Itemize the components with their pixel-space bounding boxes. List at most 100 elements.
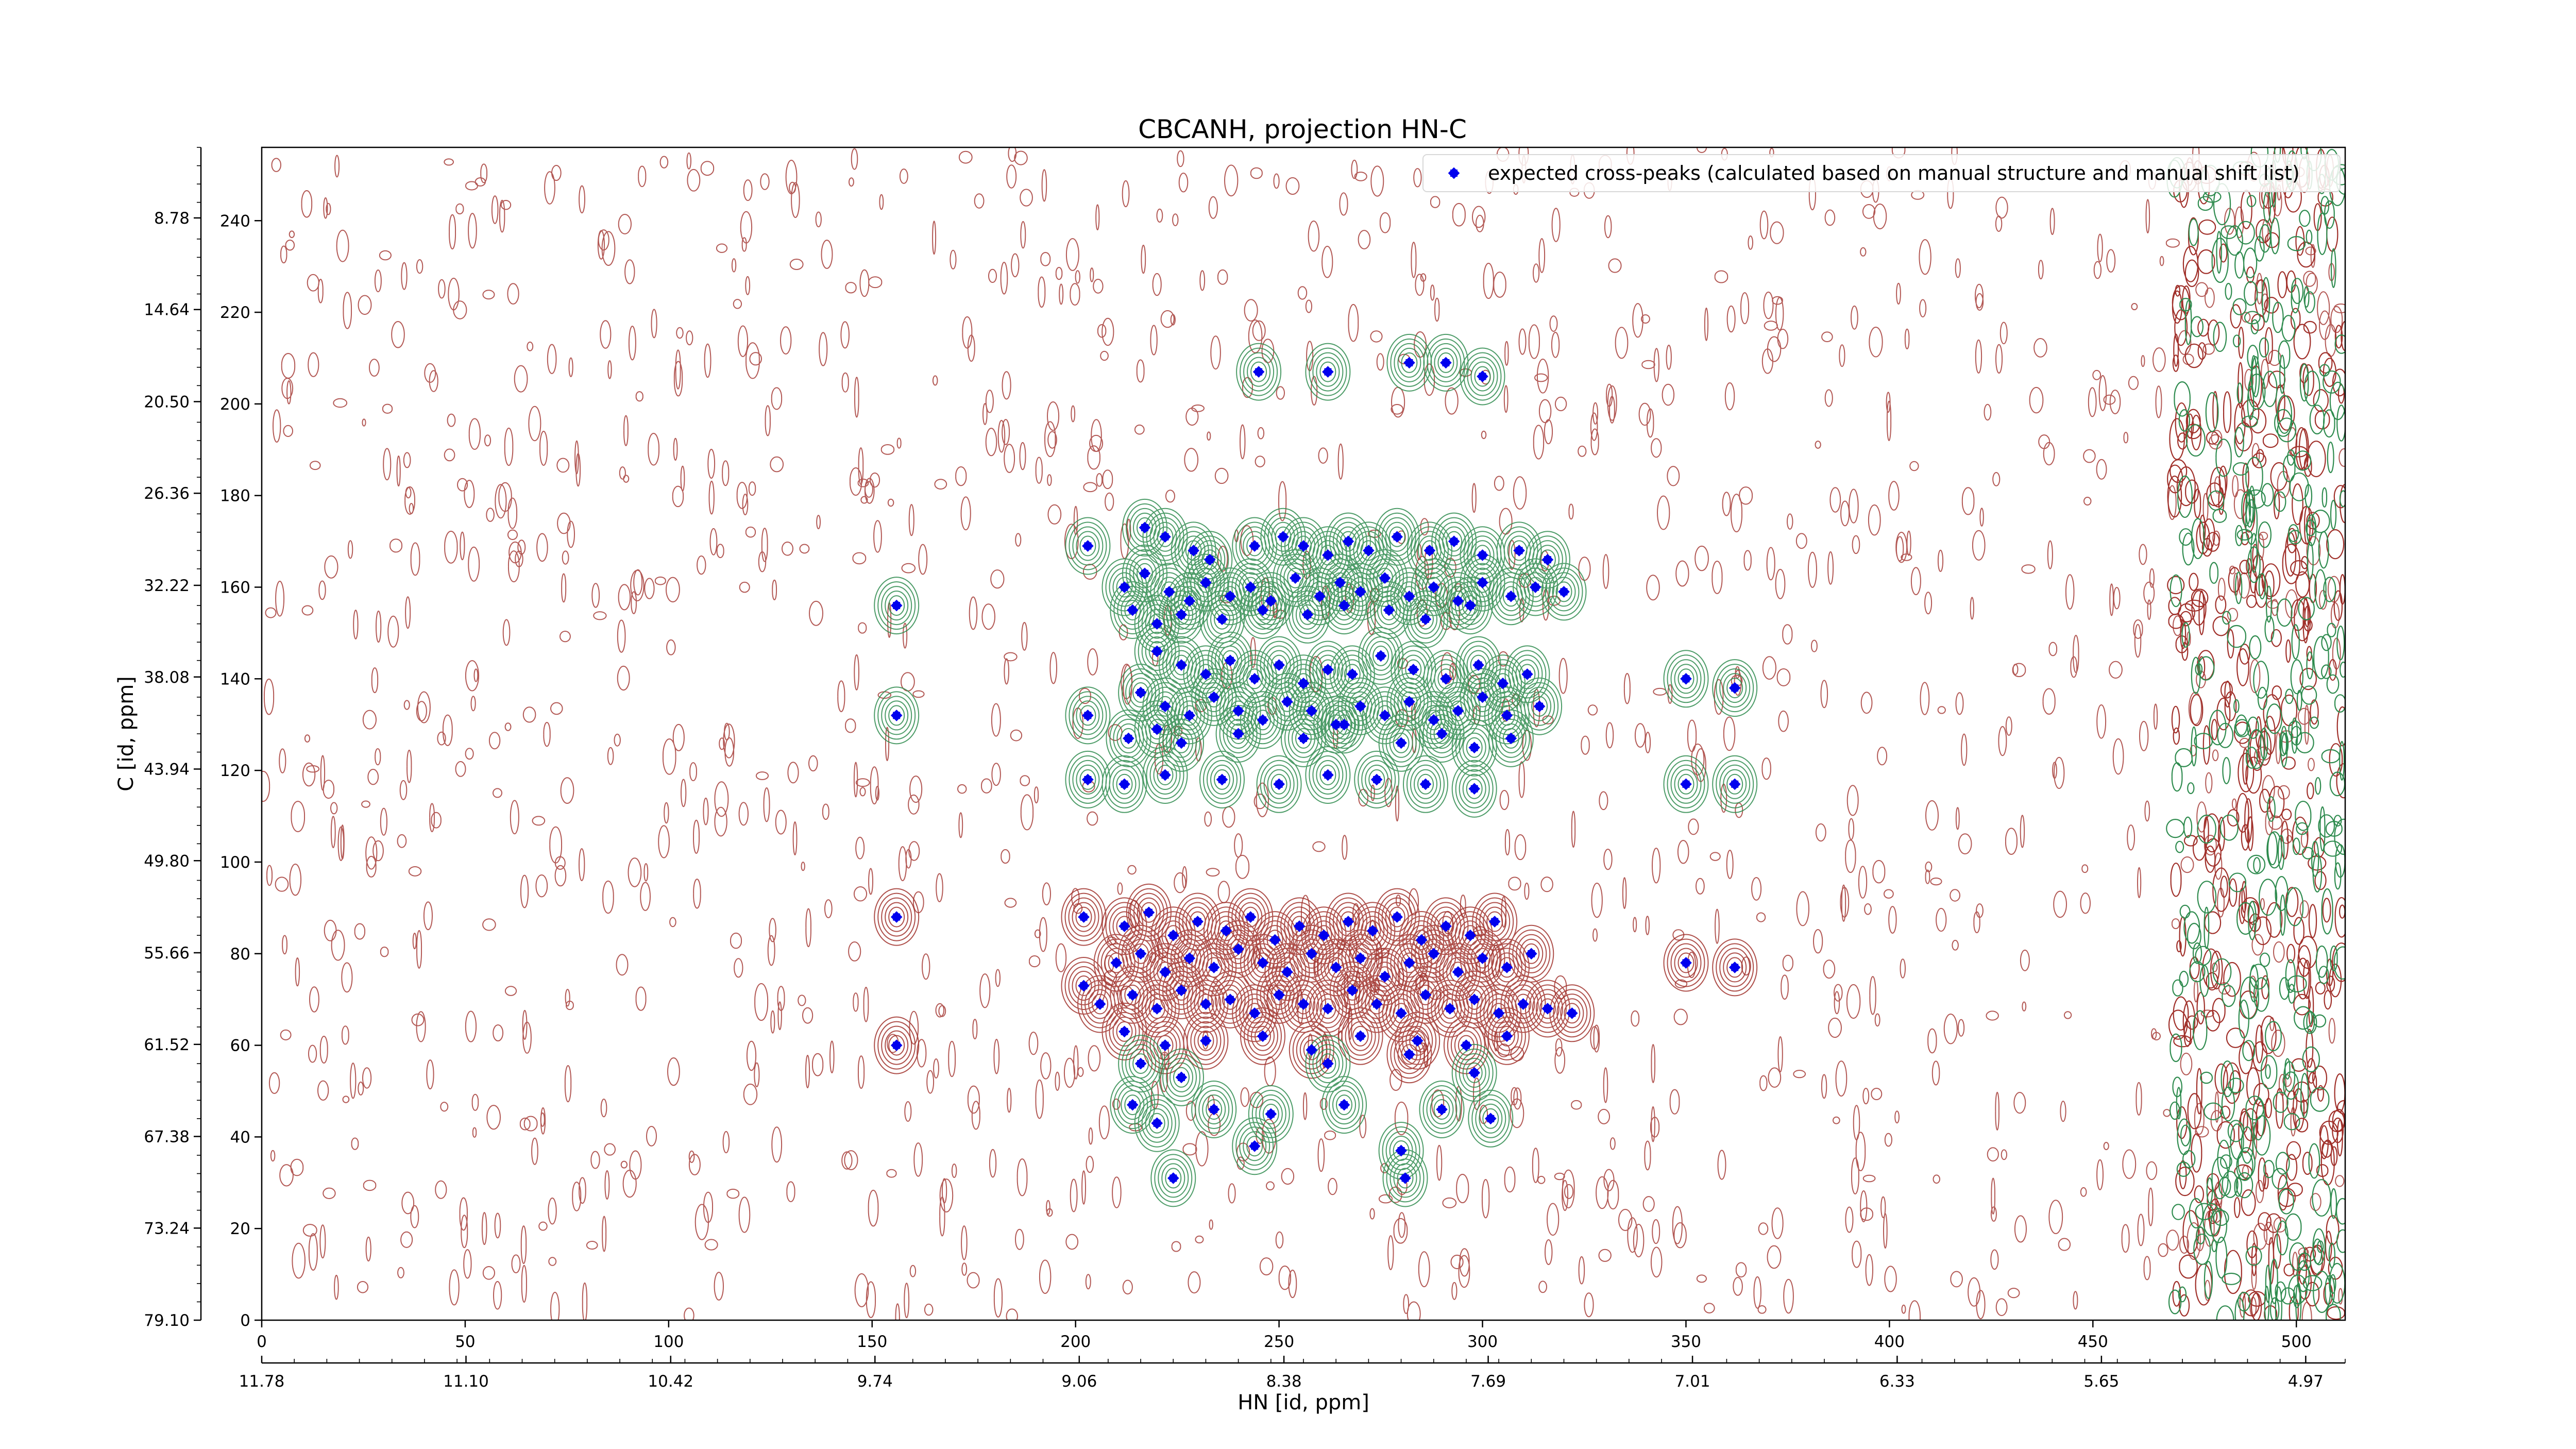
cross-peak-marker [1354,952,1366,964]
cross-peak-marker [1183,952,1196,964]
cross-peak-marker [1338,1099,1350,1111]
cross-peak-marker [1289,572,1301,584]
cross-peak-marker [1232,728,1244,740]
cross-peak-marker [1411,1035,1423,1047]
y-tick-label: 20 [230,1220,250,1238]
x-ppm-tick-label: 11.78 [239,1372,285,1391]
cross-peak-marker [1497,677,1509,689]
y-tick-label: 100 [220,853,250,872]
cross-peak-marker [1680,778,1692,790]
legend: expected cross-peaks (calculated based o… [1422,154,2341,192]
y-tick-label: 220 [220,304,250,322]
cross-peak-marker [1167,1172,1179,1184]
cross-peak-marker [1468,783,1481,795]
cross-peak-marker [1379,572,1391,584]
cross-peak-marker [1517,998,1529,1010]
cross-peak-marker [1151,618,1163,630]
cross-peak-marker [1273,989,1285,1001]
cross-peak-marker [1383,604,1395,616]
y-ppm-tick-label: 26.36 [144,484,190,503]
y-ppm-tick-label: 49.80 [144,852,190,870]
x-ppm-tick-label: 9.06 [1061,1372,1097,1391]
cross-peak-marker [1440,672,1452,685]
cross-peak-marker [1363,545,1375,557]
expected-cross-peaks [890,357,1741,1184]
y-tick-label: 240 [220,212,250,230]
cross-peak-marker [1188,545,1200,557]
cross-peak-marker [1488,916,1501,928]
cross-peak-marker [1257,714,1269,726]
cross-peak-marker [1318,929,1330,941]
cross-peak-marker [1208,691,1220,703]
cross-peak-marker [1183,595,1196,607]
cross-peak-marker [890,1039,903,1051]
cross-peak-marker [1200,1035,1212,1047]
cross-peak-marker [1163,586,1175,598]
cross-peak-marker [890,710,903,721]
cross-peak-marker [1082,773,1094,786]
cross-peak-marker [1375,650,1387,662]
cross-peak-marker [1118,1025,1130,1038]
cross-peak-marker [890,599,903,612]
cross-peak-marker [1224,654,1236,667]
cross-peak-marker [1297,540,1310,552]
cross-peak-marker [1126,604,1139,616]
cross-peak-marker [1533,700,1546,713]
cross-peak-marker [1370,998,1383,1010]
cross-peak-marker [1110,957,1123,969]
cross-peak-marker [1354,586,1366,598]
cross-peak-marker [1082,710,1094,721]
cross-peak-marker [1403,357,1415,369]
cross-peak-marker [1175,659,1188,671]
x-ppm-axis: 11.78 11.10 10.42 9.74 9.06 8.38 7.69 7.01 6.33 5… [239,1356,2346,1391]
x-axis-label: HN [id, ppm] [1238,1391,1369,1414]
cross-peak-marker [1134,686,1147,699]
y-ppm-tick-label: 67.38 [144,1127,190,1146]
cross-peak-marker [1728,778,1741,790]
cross-peak-marker [1407,664,1419,676]
x-tick-label: 150 [857,1333,887,1351]
cross-peak-marker [1134,1057,1147,1070]
cross-peak-marker [1477,549,1488,561]
cross-peak-marker [1346,984,1359,997]
cross-peak-marker [1175,984,1188,997]
cross-peak-marker [1370,773,1383,786]
cross-peak-marker [1428,948,1440,960]
x-ppm-tick-label: 5.65 [2083,1372,2119,1391]
cross-peak-marker [1558,586,1570,598]
cross-peak-marker [1126,1099,1139,1111]
cross-peak-marker [1248,1007,1261,1019]
cross-peak-marker [1232,705,1244,717]
cross-peak-marker [1395,1007,1407,1019]
cross-peak-marker [1423,545,1436,557]
cross-peak-marker [1728,962,1741,973]
cross-peak-marker [1277,531,1289,543]
cross-peak-marker [1330,962,1342,973]
cross-peak-marker [1391,911,1403,923]
x-tick-label: 400 [1874,1333,1905,1351]
y-tick-label: 80 [230,945,250,964]
cross-peak-marker [1440,357,1452,369]
y-ppm-tick-label: 43.94 [144,760,190,779]
y-ppm-tick-label: 79.10 [144,1311,190,1330]
cross-peak-marker [1078,911,1090,923]
cross-peak-marker [1293,920,1306,932]
cross-peak-marker [1440,920,1452,932]
cross-peak-marker [1322,664,1334,676]
cross-peak-marker [1468,993,1481,1006]
cross-peak-marker [1322,366,1334,378]
x-ppm-tick-label: 6.33 [1879,1372,1915,1391]
y-tick-label: 140 [220,670,250,688]
cross-peak-marker [1216,613,1228,626]
cross-peak-marker [1151,645,1163,658]
y-axis-label: C [id, ppm] [114,676,138,791]
cross-peak-marker [1399,1172,1411,1184]
x-ppm-tick-label: 7.69 [1470,1372,1506,1391]
cross-peak-marker [1403,957,1415,969]
y-ppm-tick-label: 14.64 [144,301,190,319]
cross-peak-marker [1314,590,1326,602]
cross-peak-marker [1338,599,1350,612]
cross-peak-marker [1232,943,1244,955]
y-ppm-tick-label: 61.52 [144,1036,190,1054]
